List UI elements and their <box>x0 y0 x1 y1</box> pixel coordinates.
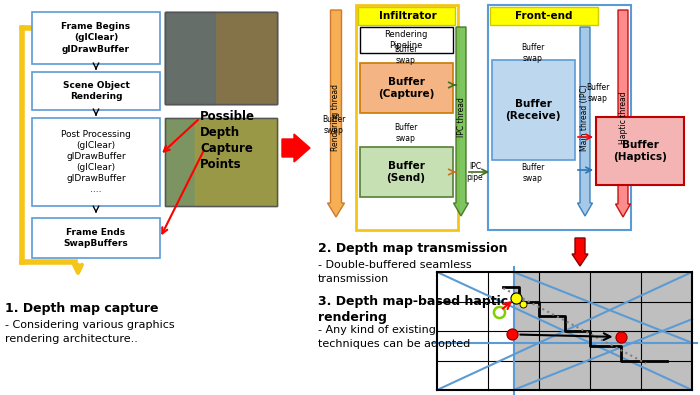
FancyBboxPatch shape <box>32 118 160 206</box>
FancyArrow shape <box>578 27 592 216</box>
Text: 1. Depth map capture: 1. Depth map capture <box>5 302 158 315</box>
FancyBboxPatch shape <box>596 117 684 185</box>
Text: Buffer
(Haptics): Buffer (Haptics) <box>613 140 667 162</box>
Text: Buffer
swap: Buffer swap <box>522 163 545 183</box>
Text: Buffer
swap: Buffer swap <box>522 43 545 63</box>
Text: Buffer
swap: Buffer swap <box>322 115 346 135</box>
FancyArrow shape <box>615 10 631 217</box>
FancyBboxPatch shape <box>488 5 631 230</box>
FancyBboxPatch shape <box>32 72 160 110</box>
FancyArrow shape <box>328 10 344 217</box>
FancyBboxPatch shape <box>358 7 455 25</box>
Text: Scene Object
Rendering: Scene Object Rendering <box>62 81 130 101</box>
FancyBboxPatch shape <box>360 147 453 197</box>
Text: Buffer
(Capture): Buffer (Capture) <box>378 77 434 99</box>
Text: - Double-buffered seamless
transmission: - Double-buffered seamless transmission <box>318 260 472 284</box>
Text: Main thread (IPC): Main thread (IPC) <box>580 84 589 151</box>
Text: Rendering thread: Rendering thread <box>332 84 340 151</box>
Text: Buffer
swap: Buffer swap <box>394 123 418 143</box>
Text: - Any kind of existing
techniques can be adopted: - Any kind of existing techniques can be… <box>318 325 470 349</box>
Text: Rendering
Pipeline: Rendering Pipeline <box>384 30 428 50</box>
Text: Post Processing
(glClear)
glDrawBuffer
(glClear)
glDrawBuffer
....: Post Processing (glClear) glDrawBuffer (… <box>61 130 131 194</box>
Text: Buffer
(Send): Buffer (Send) <box>386 161 426 183</box>
Text: Frame Begins
(glClear)
glDrawBuffer: Frame Begins (glClear) glDrawBuffer <box>62 23 131 54</box>
FancyBboxPatch shape <box>32 12 160 64</box>
Text: Frame Ends
SwapBuffers: Frame Ends SwapBuffers <box>64 228 128 248</box>
FancyArrow shape <box>572 238 588 266</box>
FancyBboxPatch shape <box>165 12 277 104</box>
FancyBboxPatch shape <box>356 5 458 230</box>
FancyArrow shape <box>454 27 468 216</box>
FancyBboxPatch shape <box>492 60 575 160</box>
Text: Front-end: Front-end <box>515 11 573 21</box>
Text: IPC thread: IPC thread <box>456 98 466 137</box>
FancyBboxPatch shape <box>165 12 277 104</box>
FancyBboxPatch shape <box>32 218 160 258</box>
Text: Infiltrator: Infiltrator <box>379 11 437 21</box>
FancyArrow shape <box>282 134 310 162</box>
Text: Haptic thread: Haptic thread <box>619 91 627 144</box>
FancyBboxPatch shape <box>360 63 453 113</box>
FancyBboxPatch shape <box>360 27 453 53</box>
Text: - Considering various graphics
rendering architecture..: - Considering various graphics rendering… <box>5 320 174 344</box>
Text: Buffer
swap: Buffer swap <box>394 45 418 65</box>
Text: Buffer
swap: Buffer swap <box>587 83 610 103</box>
Text: Buffer
(Receive): Buffer (Receive) <box>505 99 561 121</box>
Text: IPC
pipe: IPC pipe <box>467 162 483 182</box>
Text: 2. Depth map transmission: 2. Depth map transmission <box>318 242 508 255</box>
FancyBboxPatch shape <box>490 7 598 25</box>
Text: 3. Depth map-based haptic
rendering: 3. Depth map-based haptic rendering <box>318 295 508 324</box>
Text: Possible
Depth
Capture
Points: Possible Depth Capture Points <box>200 110 255 171</box>
FancyBboxPatch shape <box>514 272 692 390</box>
